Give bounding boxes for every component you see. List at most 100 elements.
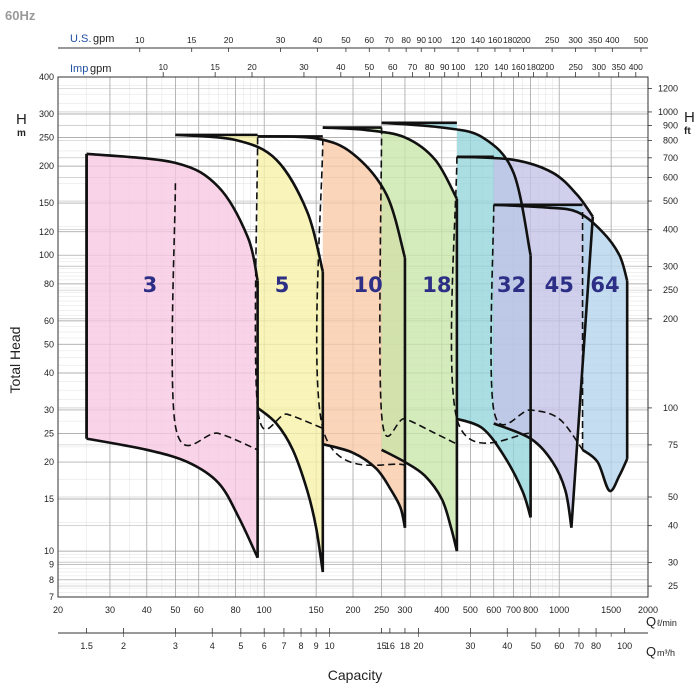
tick-label-q-m3h: 3 xyxy=(173,641,178,651)
tick-label-imp-gpm: 120 xyxy=(474,62,488,72)
tick-label-h-ft: 75 xyxy=(668,440,678,450)
tick-label-us-gpm: 350 xyxy=(588,35,602,45)
family-label-10: 10 xyxy=(353,273,382,297)
tick-label-q-lmin: 1500 xyxy=(601,605,621,615)
area-5 xyxy=(175,134,323,573)
tick-label-us-gpm: 300 xyxy=(568,35,582,45)
tick-label-q-m3h: 7 xyxy=(281,641,286,651)
us-gpm-scale: U.S. gpm xyxy=(70,33,114,45)
tick-label-q-m3h: 60 xyxy=(554,641,564,651)
tick-label-h-ft: 900 xyxy=(663,120,678,130)
tick-label-h-m: 25 xyxy=(44,428,54,438)
tick-label-h-m: 250 xyxy=(39,132,54,142)
top-curve-5 xyxy=(175,133,325,272)
tick-label-q-lmin: 800 xyxy=(523,605,538,615)
tick-label-h-m: 10 xyxy=(44,546,54,556)
dashed-line-10 xyxy=(315,138,406,467)
top-curve-45 xyxy=(456,155,594,218)
h-ft-label: H xyxy=(684,109,695,126)
bottom-curve-10 xyxy=(322,442,407,528)
tick-label-h-ft: 25 xyxy=(668,581,678,591)
tick-label-imp-gpm: 160 xyxy=(511,62,525,72)
tick-label-h-m: 100 xyxy=(39,250,54,260)
tick-label-q-m3h: 16 xyxy=(385,641,395,651)
tick-label-q-m3h: 1.5 xyxy=(80,641,93,651)
tick-label-h-ft: 300 xyxy=(663,262,678,272)
frequency-header: 60Hz xyxy=(5,8,36,23)
tick-label-h-ft: 500 xyxy=(663,196,678,206)
tick-label-h-m: 200 xyxy=(39,161,54,171)
h-m-label: H xyxy=(16,111,27,128)
tick-label-imp-gpm: 40 xyxy=(336,62,346,72)
tick-label-q-m3h: 50 xyxy=(531,641,541,651)
tick-label-h-ft: 50 xyxy=(668,492,678,502)
tick-label-imp-gpm: 70 xyxy=(408,62,418,72)
tick-label-imp-gpm: 80 xyxy=(425,62,435,72)
tick-label-q-lmin: 600 xyxy=(486,605,501,615)
tick-label-q-m3h: 20 xyxy=(413,641,423,651)
family-label-64: 64 xyxy=(590,273,619,297)
tick-label-h-ft: 1000 xyxy=(658,107,678,117)
tick-label-h-ft: 700 xyxy=(663,153,678,163)
dashed-line-18 xyxy=(379,127,458,445)
tick-label-q-m3h: 4 xyxy=(210,641,215,651)
bottom-curve-5 xyxy=(256,406,325,573)
tick-label-imp-gpm: 15 xyxy=(210,62,220,72)
family-label-5: 5 xyxy=(275,273,290,297)
q-lmin-label: Q xyxy=(646,614,656,629)
tick-label-h-m: 7 xyxy=(49,592,54,602)
tick-label-h-m: 8 xyxy=(49,575,54,585)
tick-label-q-m3h: 2 xyxy=(121,641,126,651)
tick-label-h-ft: 200 xyxy=(663,314,678,324)
tick-label-q-m3h: 30 xyxy=(465,641,475,651)
tick-label-q-lmin: 100 xyxy=(257,605,272,615)
tick-label-q-m3h: 10 xyxy=(325,641,335,651)
tick-label-imp-gpm: 100 xyxy=(451,62,465,72)
tick-label-imp-gpm: 20 xyxy=(247,62,257,72)
tick-label-h-m: 9 xyxy=(49,560,54,570)
tick-label-us-gpm: 30 xyxy=(276,35,286,45)
tick-label-h-m: 15 xyxy=(44,494,54,504)
tick-label-q-lmin: 2000 xyxy=(638,605,658,615)
us-gpm-unit: gpm xyxy=(93,33,114,45)
tick-label-q-m3h: 8 xyxy=(299,641,304,651)
h-m-unit: m xyxy=(17,128,26,139)
tick-label-h-m: 400 xyxy=(39,72,54,82)
tick-label-us-gpm: 80 xyxy=(401,35,411,45)
tick-label-h-ft: 40 xyxy=(668,521,678,531)
tick-label-q-lmin: 60 xyxy=(194,605,204,615)
tick-label-us-gpm: 10 xyxy=(135,35,145,45)
tick-label-q-m3h: 80 xyxy=(591,641,601,651)
tick-label-h-m: 80 xyxy=(44,279,54,289)
tick-label-q-m3h: 5 xyxy=(238,641,243,651)
tick-label-q-m3h: 40 xyxy=(502,641,512,651)
tick-label-imp-gpm: 10 xyxy=(158,62,168,72)
tick-label-imp-gpm: 250 xyxy=(568,62,582,72)
us-gpm-prefix: U.S. xyxy=(70,33,91,45)
tick-label-us-gpm: 40 xyxy=(313,35,323,45)
tick-label-imp-gpm: 50 xyxy=(365,62,375,72)
tick-label-h-ft: 1200 xyxy=(658,84,678,94)
dashed-line-32 xyxy=(450,156,531,444)
tick-label-h-ft: 30 xyxy=(668,558,678,568)
tick-label-h-m: 150 xyxy=(39,198,54,208)
area-18 xyxy=(322,127,457,552)
tick-label-q-m3h: 18 xyxy=(400,641,410,651)
dashed-split-lines xyxy=(171,127,584,467)
tick-label-us-gpm: 500 xyxy=(634,35,648,45)
tick-label-imp-gpm: 300 xyxy=(592,62,606,72)
family-label-3: 3 xyxy=(143,273,158,297)
tick-label-q-lmin: 30 xyxy=(105,605,115,615)
h-ft-unit: ft xyxy=(684,126,691,137)
tick-label-q-m3h: 6 xyxy=(262,641,267,651)
bottom-curve-3 xyxy=(86,437,259,559)
imp-gpm-prefix: Imp xyxy=(70,63,88,75)
tick-label-h-m: 30 xyxy=(44,405,54,415)
tick-label-imp-gpm: 400 xyxy=(629,62,643,72)
bottom-curve-32 xyxy=(456,417,532,518)
q-m3h-label: Q xyxy=(646,644,656,659)
tick-label-h-ft: 250 xyxy=(663,285,678,295)
tick-label-h-ft: 800 xyxy=(663,136,678,146)
y-axis-label: Total Head xyxy=(7,327,23,394)
tick-label-us-gpm: 200 xyxy=(516,35,530,45)
